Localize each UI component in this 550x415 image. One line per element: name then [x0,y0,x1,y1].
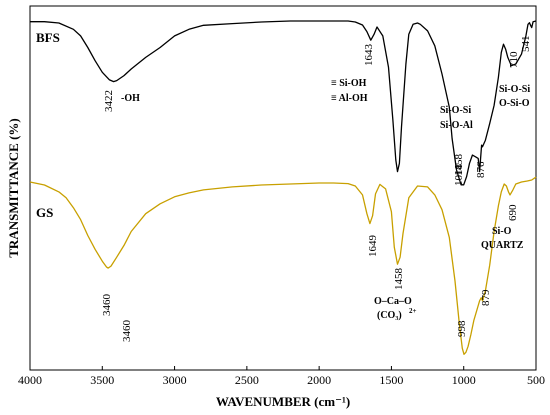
note-label: Si-O-Si [440,105,471,116]
x-tick-label: 1500 [379,373,403,387]
peak-label: 1649 [367,235,379,258]
series-group [29,20,537,355]
x-axis: 4000 3500 3000 2500 2000 1500 1000 500 [18,366,545,387]
x-tick-label: 2500 [235,373,259,387]
peak-label: 710 [508,51,520,68]
note-label: O–Ca–O [374,296,412,307]
note-label: (CO₃) [377,310,402,321]
peak-label: 1018 [453,164,465,187]
x-axis-title: WAVENUMBER (cm⁻¹) [216,394,350,409]
x-tick-label: 1000 [452,373,476,387]
note-label: QUARTZ [481,240,524,251]
note-label: Si-O [492,226,512,237]
peak-label: 998 [456,320,468,337]
note-label: Si-O-Si [499,84,530,95]
x-tick-label: 3000 [163,373,187,387]
x-tick-label: 500 [527,373,545,387]
peak-label: 876 [475,161,487,178]
series-label-bfs: BFS [36,30,60,45]
note-label: ≡ Si-OH [331,78,367,89]
note-label: ≡ Al-OH [331,93,368,104]
note-label: O-Si-O [499,98,530,109]
y-axis-title: TRANSMITTANCE (%) [6,118,21,258]
x-tick-label: 4000 [18,373,42,387]
note-label: Si-O-Al [440,120,473,131]
peak-label: 3460 [101,294,113,317]
note-label: -OH [121,93,140,104]
peak-label: 3422 [103,90,115,112]
note-label: 2+ [409,307,417,315]
series-line-gs [29,176,537,355]
peak-label: 1458 [393,268,405,291]
series-line-bfs [30,20,537,186]
peak-label: 1458 [453,154,465,177]
x-tick-label: 3500 [90,373,114,387]
peak-label: 879 [480,289,492,306]
plot-frame [29,5,537,371]
peak-label: 3460 [121,320,133,343]
x-tick-label: 2000 [307,373,331,387]
series-label-gs: GS [36,205,53,220]
peak-label: 690 [507,204,519,221]
peak-label: 541 [520,36,532,53]
peak-label: 1643 [363,44,375,67]
